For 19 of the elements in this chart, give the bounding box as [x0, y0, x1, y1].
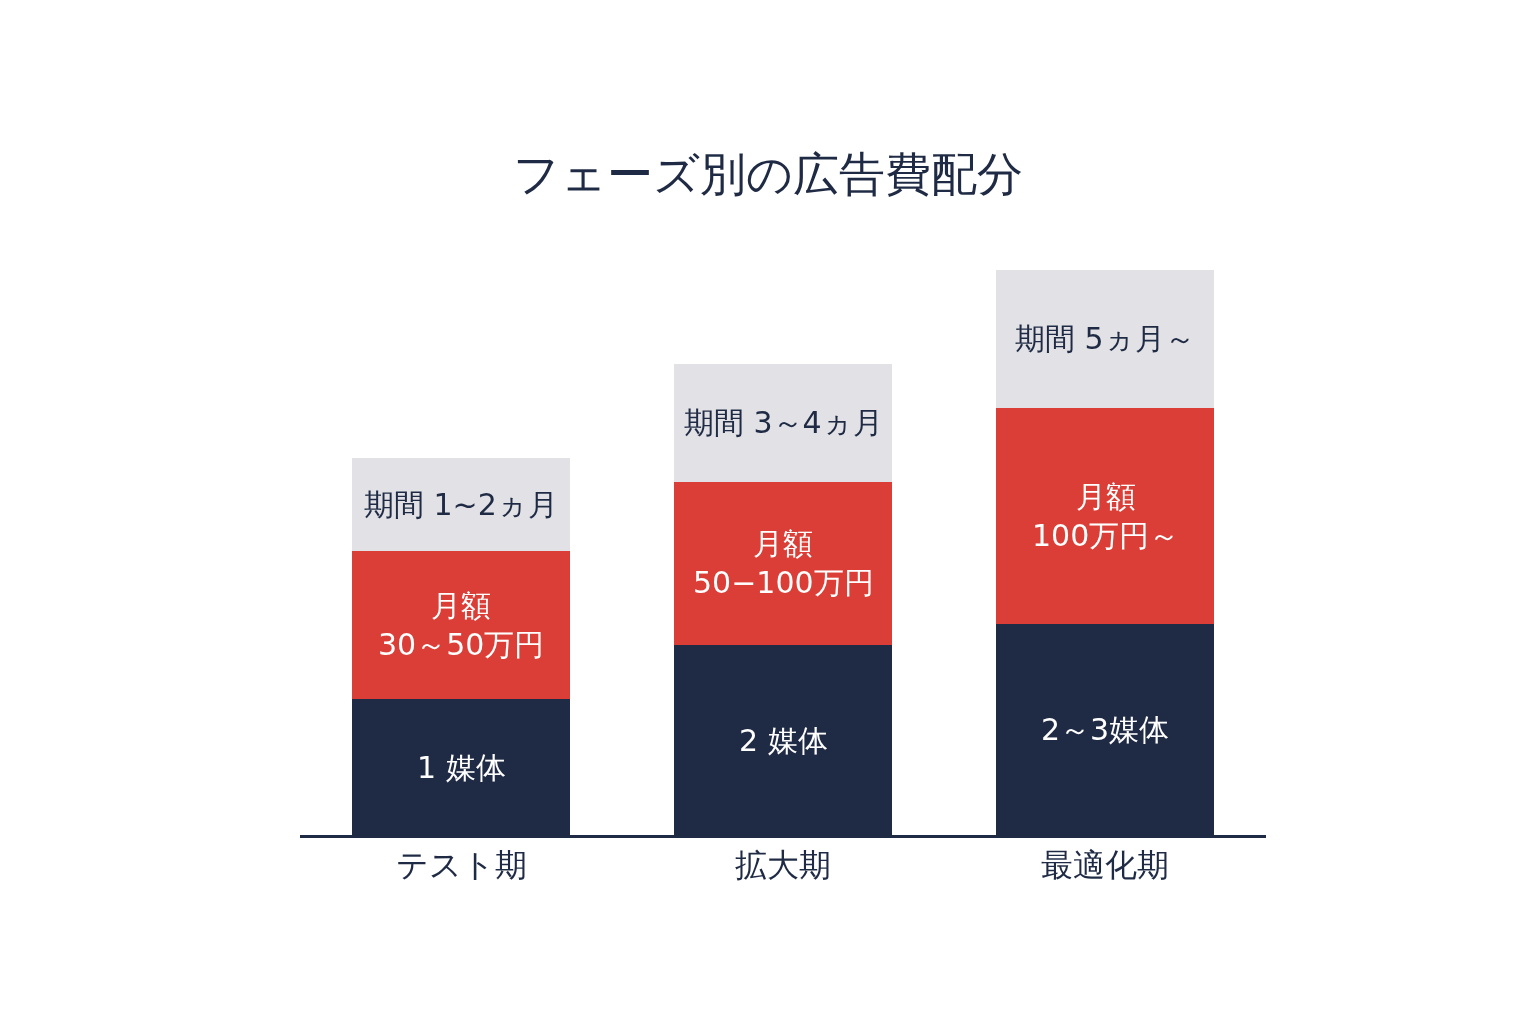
x-tick-label: 拡大期	[735, 846, 831, 885]
bar	[995, 407, 1215, 624]
annotation: 月額 100万円～	[1032, 479, 1180, 553]
annotation: 月額 50−100万円	[693, 526, 874, 600]
annotation: 期間 3～4ヵ月	[684, 405, 883, 440]
annotation: 1 媒体	[417, 750, 506, 785]
annotation: 2～3媒体	[1041, 712, 1170, 747]
annotation: 期間 5ヵ月～	[1015, 321, 1195, 356]
bar	[673, 481, 893, 646]
annotation: 月額 30～50万円	[378, 588, 545, 662]
bar	[351, 550, 571, 700]
chart-title: フェーズ別の広告費配分	[513, 147, 1023, 202]
bar	[995, 269, 1215, 408]
bar	[351, 457, 571, 551]
bar	[673, 363, 893, 482]
x-tick-label: 最適化期	[1041, 846, 1169, 885]
x-tick-label: テスト期	[395, 846, 527, 885]
annotation: 期間 1~2ヵ月	[364, 487, 558, 522]
annotation: 2 媒体	[739, 723, 828, 758]
